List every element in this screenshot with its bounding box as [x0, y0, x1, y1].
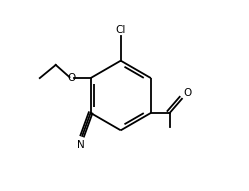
Text: O: O [183, 88, 191, 98]
Text: Cl: Cl [116, 25, 126, 35]
Text: N: N [77, 140, 85, 150]
Text: O: O [68, 73, 76, 83]
